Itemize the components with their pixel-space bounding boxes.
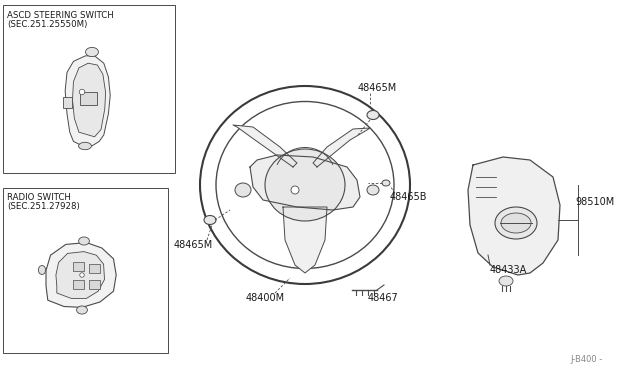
Ellipse shape: [38, 266, 45, 275]
Text: RADIO SWITCH: RADIO SWITCH: [7, 192, 71, 202]
Text: 48465B: 48465B: [390, 192, 428, 202]
Polygon shape: [233, 125, 297, 167]
Polygon shape: [468, 157, 560, 275]
Bar: [73, 280, 84, 289]
Ellipse shape: [367, 185, 379, 195]
Ellipse shape: [291, 186, 299, 194]
Ellipse shape: [77, 306, 88, 314]
Ellipse shape: [495, 207, 537, 239]
Text: J-B400 -: J-B400 -: [570, 356, 602, 365]
Ellipse shape: [499, 276, 513, 286]
Ellipse shape: [216, 102, 394, 269]
Polygon shape: [283, 207, 327, 273]
Ellipse shape: [204, 215, 216, 224]
Text: 48433A: 48433A: [490, 265, 527, 275]
Bar: [89, 280, 100, 289]
Text: 48465M: 48465M: [174, 240, 213, 250]
Text: 48467: 48467: [368, 293, 399, 303]
Ellipse shape: [265, 149, 345, 221]
Bar: [3, 5, 175, 173]
Bar: [80, 92, 97, 105]
Ellipse shape: [86, 47, 99, 57]
Text: 48400M: 48400M: [246, 293, 285, 303]
Polygon shape: [56, 251, 104, 298]
Text: 48465M: 48465M: [358, 83, 397, 93]
Bar: [63, 97, 72, 108]
Ellipse shape: [501, 213, 531, 233]
Polygon shape: [313, 128, 370, 167]
Text: ASCD STEERING SWITCH: ASCD STEERING SWITCH: [7, 10, 114, 19]
Text: (SEC.251.27928): (SEC.251.27928): [7, 202, 80, 212]
Polygon shape: [250, 155, 360, 210]
Bar: [89, 264, 100, 273]
Bar: [73, 262, 84, 272]
Ellipse shape: [382, 180, 390, 186]
Ellipse shape: [79, 237, 90, 245]
Ellipse shape: [79, 142, 92, 150]
Ellipse shape: [367, 110, 379, 119]
Text: (SEC.251.25550M): (SEC.251.25550M): [7, 20, 88, 29]
Polygon shape: [72, 63, 106, 137]
Text: 98510M: 98510M: [575, 197, 614, 207]
Ellipse shape: [79, 89, 84, 95]
Polygon shape: [65, 56, 110, 146]
Ellipse shape: [80, 273, 84, 277]
Polygon shape: [46, 243, 116, 307]
Ellipse shape: [235, 183, 251, 197]
Bar: [3, 188, 168, 353]
